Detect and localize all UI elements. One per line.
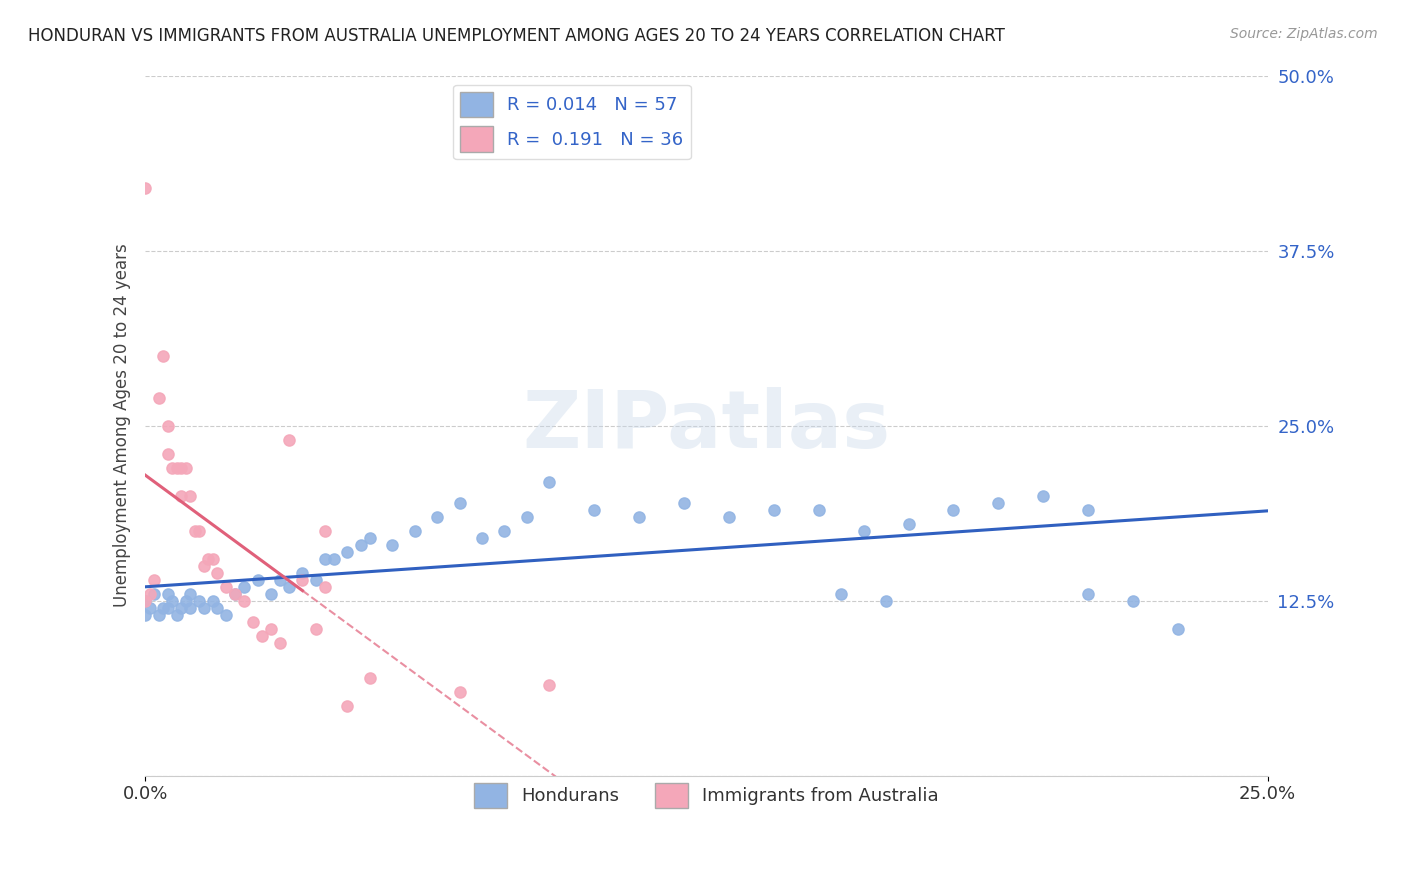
Point [830,586,852,600]
Point [148,607,170,622]
Point [987,495,1010,509]
Point [314,551,336,566]
Point [336,544,359,558]
Point [583,502,606,516]
Point [205,600,228,615]
Point [179,489,201,503]
Point [152,600,174,615]
Point [179,600,201,615]
Point [269,635,291,649]
Point [449,495,471,509]
Point [269,573,291,587]
Point [170,460,193,475]
Point [350,537,373,551]
Point [139,586,162,600]
Point [538,475,561,489]
Point [359,531,381,545]
Point [215,580,238,594]
Point [188,593,211,607]
Point [162,460,184,475]
Point [134,607,156,622]
Point [305,573,328,587]
Point [278,433,301,447]
Point [170,600,193,615]
Point [1077,586,1099,600]
Point [193,558,215,573]
Point [156,586,179,600]
Point [449,684,471,698]
Point [717,509,740,524]
Point [224,586,246,600]
Point [139,600,162,615]
Point [1032,489,1054,503]
Point [359,671,381,685]
Text: HONDURAN VS IMMIGRANTS FROM AUSTRALIA UNEMPLOYMENT AMONG AGES 20 TO 24 YEARS COR: HONDURAN VS IMMIGRANTS FROM AUSTRALIA UN… [28,27,1005,45]
Point [404,524,426,538]
Point [260,586,283,600]
Point [134,593,156,607]
Point [852,524,875,538]
Point [516,509,538,524]
Point [1167,622,1189,636]
Text: Source: ZipAtlas.com: Source: ZipAtlas.com [1230,27,1378,41]
Point [166,460,188,475]
Point [673,495,696,509]
Point [134,593,156,607]
Point [197,551,219,566]
Point [156,600,179,615]
Point [205,566,228,580]
Point [156,418,179,433]
Point [426,509,449,524]
Point [471,531,494,545]
Point [291,573,314,587]
Point [1077,502,1099,516]
Point [322,551,344,566]
Point [233,580,256,594]
Point [162,593,184,607]
Point [278,580,301,594]
Point [152,349,174,363]
Point [148,391,170,405]
Point [897,516,920,531]
Point [942,502,965,516]
Point [215,607,238,622]
Point [242,615,264,629]
Point [233,593,256,607]
Point [143,586,166,600]
Point [314,580,336,594]
Point [170,489,193,503]
Point [762,502,785,516]
Point [250,628,273,642]
Point [201,593,224,607]
Point [875,593,897,607]
Point [538,677,561,691]
Point [174,460,197,475]
Text: ZIPatlas: ZIPatlas [523,386,890,465]
Point [134,180,156,194]
Point [305,622,328,636]
Legend: Hondurans, Immigrants from Australia: Hondurans, Immigrants from Australia [467,775,946,815]
Point [336,698,359,713]
Point [193,600,215,615]
Point [201,551,224,566]
Point [807,502,830,516]
Point [494,524,516,538]
Point [188,524,211,538]
Point [179,586,201,600]
Point [183,524,205,538]
Point [291,566,314,580]
Point [143,573,166,587]
Point [166,607,188,622]
Point [314,524,336,538]
Point [156,446,179,460]
Point [246,573,269,587]
Point [174,593,197,607]
Y-axis label: Unemployment Among Ages 20 to 24 years: Unemployment Among Ages 20 to 24 years [114,244,131,607]
Point [628,509,651,524]
Point [381,537,404,551]
Point [224,586,246,600]
Point [260,622,283,636]
Point [1122,593,1144,607]
